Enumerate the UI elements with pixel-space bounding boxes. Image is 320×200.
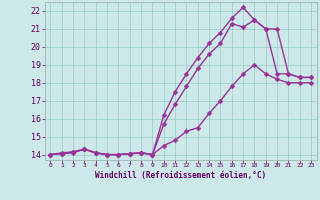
X-axis label: Windchill (Refroidissement éolien,°C): Windchill (Refroidissement éolien,°C) [95,171,266,180]
